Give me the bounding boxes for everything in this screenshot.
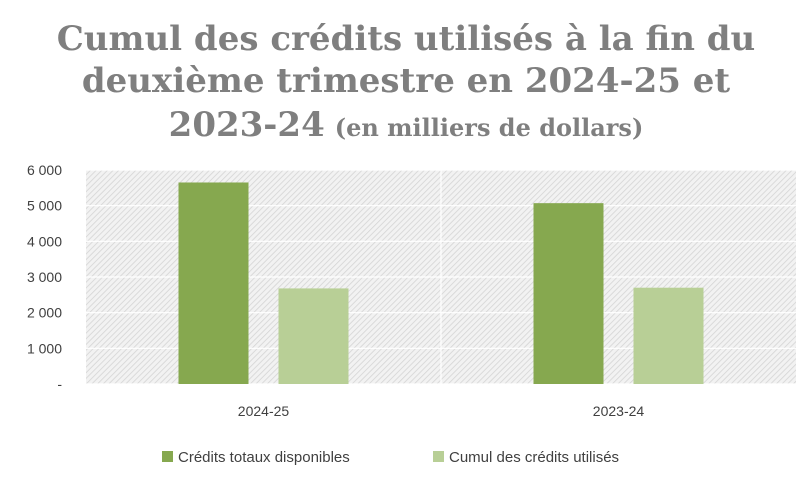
y-axis-ticks: 6 000 5 000 4 000 3 000 2 000 1 000 - <box>27 162 62 392</box>
y-tick-label: 5 000 <box>27 198 62 214</box>
legend-swatch <box>433 451 444 462</box>
chart-title-line-2: deuxième trimestre en 2024-25 et <box>82 61 730 101</box>
legend-swatch <box>162 451 173 462</box>
bar-2024-25-series-0 <box>178 182 249 384</box>
bar-2023-24-series-0 <box>533 203 604 384</box>
legend: Crédits totaux disponibles Cumul des créd… <box>162 449 619 466</box>
x-tick-label: 2024-25 <box>238 403 290 419</box>
y-tick-label: 2 000 <box>27 305 62 321</box>
chart-title-line-3: 2023-24 (en milliers de dollars) <box>169 105 644 145</box>
legend-label: Cumul des crédits utilisés <box>449 449 619 466</box>
x-tick-label: 2023-24 <box>593 403 645 419</box>
y-tick-label: - <box>57 376 62 392</box>
y-tick-label: 1 000 <box>27 340 62 356</box>
chart-title-units: (en milliers de dollars) <box>335 113 644 142</box>
chart-title-line-1: Cumul des crédits utilisés à la fin du <box>57 19 756 59</box>
legend-label: Crédits totaux disponibles <box>178 449 350 466</box>
y-tick-label: 3 000 <box>27 269 62 285</box>
y-tick-label: 6 000 <box>27 162 62 178</box>
bars <box>178 182 704 384</box>
bar-2024-25-series-1 <box>278 288 349 384</box>
chart-title-years: 2023-24 <box>169 105 325 145</box>
bar-2023-24-series-1 <box>633 287 704 384</box>
chart-title: Cumul des crédits utilisés à la fin du d… <box>57 19 756 145</box>
x-axis-ticks: 2024-25 2023-24 <box>238 403 645 419</box>
y-tick-label: 4 000 <box>27 233 62 249</box>
